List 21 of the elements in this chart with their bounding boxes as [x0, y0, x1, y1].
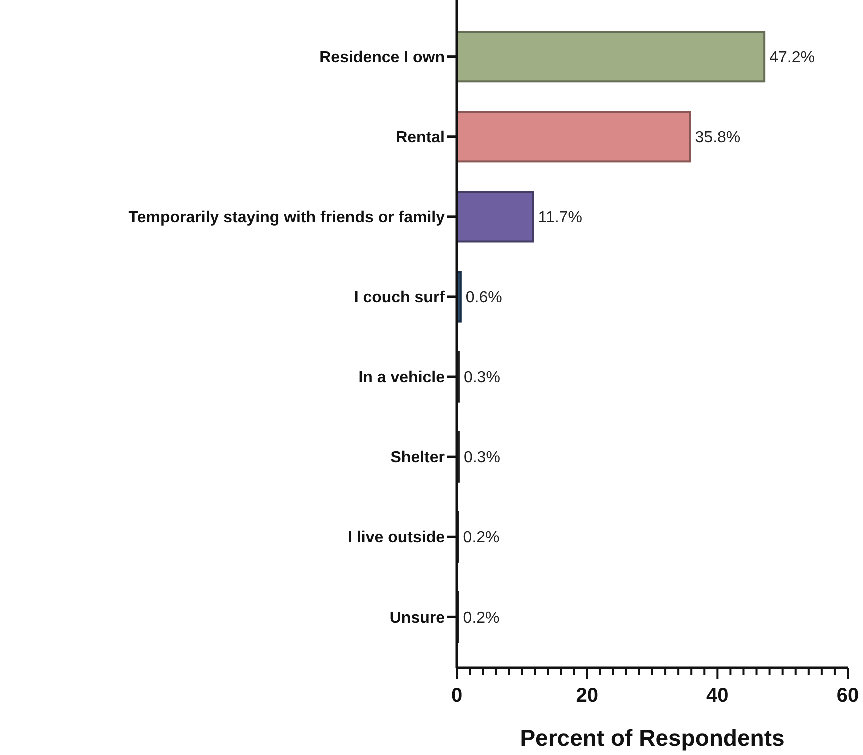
data-label: 0.3% — [464, 450, 500, 467]
x-tick-label: 40 — [706, 685, 729, 707]
y-tick-label: Shelter — [390, 450, 445, 467]
data-label: 0.2% — [463, 610, 500, 627]
y-tick-label: Rental — [396, 129, 445, 146]
data-label: 0.2% — [463, 530, 500, 547]
y-tick-label: I live outside — [348, 530, 446, 547]
data-label: 0.3% — [464, 370, 500, 387]
y-tick-label: Temporarily staying with friends or family — [128, 210, 446, 227]
data-label: 0.6% — [466, 290, 502, 307]
y-tick-label: In a vehicle — [358, 370, 446, 387]
data-label: 47.2% — [770, 49, 815, 66]
x-tick-label: 0 — [451, 685, 463, 707]
data-label: 35.8% — [695, 129, 741, 146]
y-tick-label: Residence I own — [320, 49, 445, 66]
x-tick-label: 60 — [836, 685, 860, 707]
y-tick-label: I couch surf — [354, 290, 446, 307]
y-tick-label: Unsure — [390, 610, 446, 627]
x-tick-label: 20 — [576, 685, 598, 707]
data-label: 11.7% — [538, 210, 582, 227]
x-axis-title: Percent of Respondents — [520, 725, 785, 751]
